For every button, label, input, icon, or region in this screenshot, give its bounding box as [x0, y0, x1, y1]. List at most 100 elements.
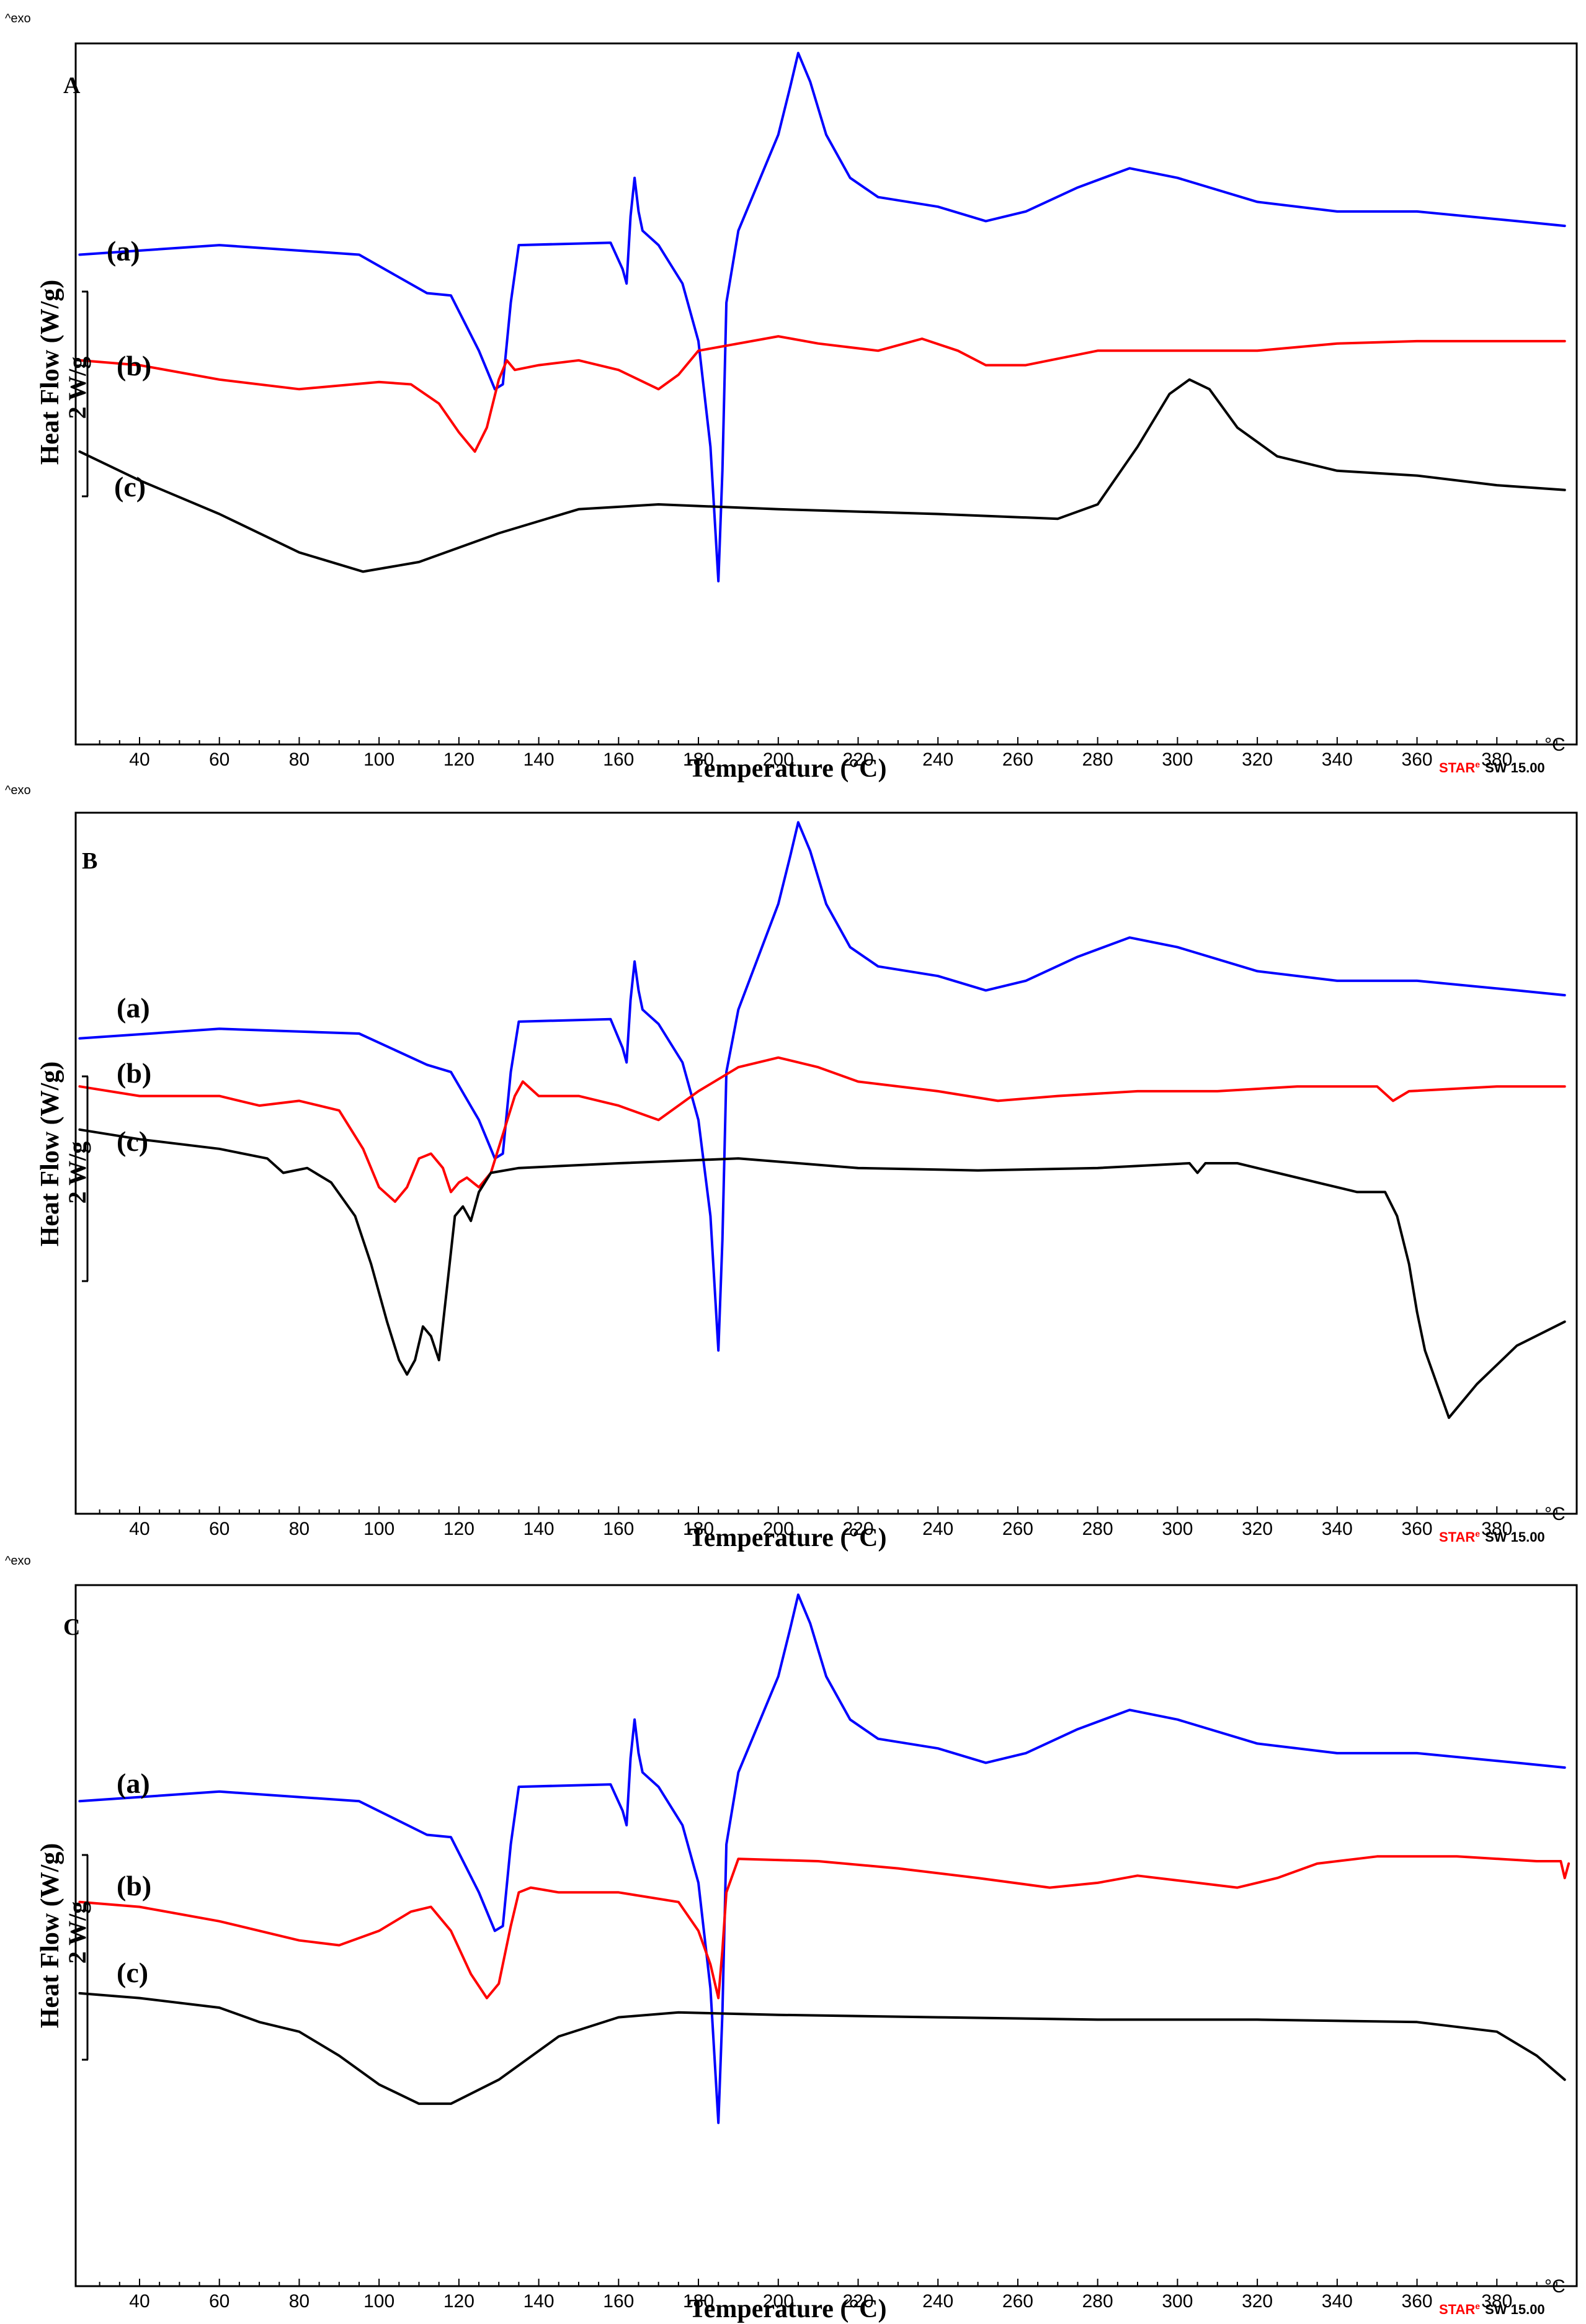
- series-line-c: [78, 1128, 1566, 1419]
- scale-bar: [82, 1075, 89, 1282]
- series-label-b: (b): [117, 350, 151, 382]
- x-tick-label: 180: [683, 749, 714, 770]
- panel-label: A: [63, 73, 81, 99]
- plot-frame: [74, 811, 1578, 1515]
- x-axis-label: Temperature (°C): [689, 1524, 887, 1552]
- x-tick-label: 380: [1481, 2291, 1512, 2312]
- x-tick-label: 160: [603, 2291, 634, 2312]
- x-tick-label: 220: [842, 749, 873, 770]
- x-tick-label: 220: [842, 1519, 873, 1539]
- x-tick-label: 200: [763, 1519, 794, 1539]
- series-label-c: (c): [117, 1125, 148, 1157]
- x-axis-ticks: 40 60 80 100 120 140 160 180 200 220 240 260 280 300 3…: [99, 1506, 1557, 1539]
- x-tick-label: 200: [763, 2291, 794, 2312]
- x-tick-label: 80: [289, 2291, 310, 2312]
- x-tick-label: 360: [1402, 1519, 1433, 1539]
- series-line-b: [78, 335, 1566, 453]
- x-tick-label: 280: [1082, 749, 1113, 770]
- panel-b: ^exo B 40 60 80 100 120 140 160 180 200 220 240 260…: [5, 784, 1578, 1552]
- x-tick-label: 180: [683, 1519, 714, 1539]
- exo-indicator: ^exo: [5, 12, 31, 25]
- x-axis-label: Temperature (°C): [689, 2295, 887, 2323]
- series-label-b: (b): [117, 1057, 151, 1089]
- x-tick-label: 180: [683, 2291, 714, 2312]
- x-tick-label: 320: [1242, 1519, 1273, 1539]
- y-axis-label: Heat Flow (W/g): [36, 1061, 65, 1247]
- plot-frame: [74, 42, 1578, 746]
- x-tick-label: 160: [603, 749, 634, 770]
- x-tick-label: 100: [363, 1519, 394, 1539]
- plot-frame: [74, 1584, 1578, 2287]
- x-tick-label: 40: [129, 1519, 149, 1539]
- x-tick-label: 60: [209, 1519, 229, 1539]
- x-tick-label: 80: [289, 749, 310, 770]
- x-tick-label: 140: [523, 749, 555, 770]
- series-line-a: [78, 51, 1566, 583]
- axis-unit-label: °C: [1544, 735, 1566, 755]
- x-tick-label: 120: [443, 749, 474, 770]
- series-line-a: [78, 1593, 1566, 2124]
- x-tick-label: 340: [1322, 749, 1353, 770]
- series-label-a: (a): [117, 1768, 150, 1799]
- axis-unit-label: °C: [1544, 2276, 1566, 2297]
- x-tick-label: 80: [289, 1519, 310, 1539]
- x-tick-label: 260: [1002, 1519, 1033, 1539]
- x-tick-label: 100: [363, 2291, 394, 2312]
- x-tick-label: 140: [523, 2291, 555, 2312]
- x-tick-label: 320: [1242, 749, 1273, 770]
- exo-indicator: ^exo: [5, 784, 31, 797]
- x-tick-label: 360: [1402, 2291, 1433, 2312]
- x-tick-label: 240: [922, 749, 953, 770]
- series-label-a: (a): [107, 235, 140, 267]
- x-tick-label: 160: [603, 1519, 634, 1539]
- x-axis-ticks: 40 60 80 100 120 140 160 180 200 220 240 260 280 300 3…: [99, 2279, 1557, 2312]
- series-label-b: (b): [117, 1870, 151, 1902]
- x-tick-label: 200: [763, 749, 794, 770]
- series-line-b: [78, 1056, 1566, 1203]
- series-line-a: [78, 821, 1566, 1352]
- panel-c: ^exo C 40 60 80 100 120 140 160 180 200 220 240 260…: [5, 1554, 1578, 2323]
- x-tick-label: 240: [922, 1519, 953, 1539]
- series-line-b: [78, 1855, 1570, 2000]
- series-label-c: (c): [114, 471, 146, 503]
- software-credit: STARe SW 15.00: [1439, 1529, 1545, 1545]
- axis-unit-label: °C: [1544, 1504, 1566, 1524]
- x-tick-label: 360: [1402, 749, 1433, 770]
- x-tick-label: 220: [842, 2291, 873, 2312]
- scale-bar: [82, 1854, 89, 2061]
- data-series: (a) (b) (c): [78, 1593, 1570, 2124]
- x-tick-label: 100: [363, 749, 394, 770]
- x-axis-ticks: 40 60 80 100 120 140 160 180 200 220 240 260 280 300 3…: [99, 737, 1557, 770]
- series-label-c: (c): [117, 1957, 148, 1988]
- y-axis-label: Heat Flow (W/g): [36, 280, 65, 465]
- x-tick-label: 340: [1322, 1519, 1353, 1539]
- x-tick-label: 380: [1481, 749, 1512, 770]
- x-tick-label: 280: [1082, 2291, 1113, 2312]
- x-tick-label: 380: [1481, 1519, 1512, 1539]
- x-tick-label: 120: [443, 2291, 474, 2312]
- panel-label: B: [82, 848, 97, 874]
- scale-bar: [82, 290, 89, 498]
- software-credit: STARe SW 15.00: [1439, 2301, 1545, 2317]
- panel-label: C: [63, 1614, 80, 1640]
- series-line-c: [78, 1991, 1566, 2105]
- x-tick-label: 40: [129, 749, 149, 770]
- x-tick-label: 140: [523, 1519, 555, 1539]
- series-line-c: [78, 378, 1566, 573]
- panel-a: ^exo A 40 60 80 100 120 140 160 180 200 220 240 260…: [5, 12, 1578, 783]
- x-tick-label: 300: [1162, 1519, 1193, 1539]
- x-tick-label: 280: [1082, 1519, 1113, 1539]
- series-label-a: (a): [117, 992, 150, 1024]
- x-tick-label: 340: [1322, 2291, 1353, 2312]
- exo-indicator: ^exo: [5, 1554, 31, 1568]
- x-tick-label: 240: [922, 2291, 953, 2312]
- x-tick-label: 260: [1002, 2291, 1033, 2312]
- data-series: (a) (b) (c): [78, 821, 1566, 1419]
- x-tick-label: 300: [1162, 749, 1193, 770]
- data-series: (a) (b) (c): [78, 51, 1566, 583]
- x-tick-label: 40: [129, 2291, 149, 2312]
- x-tick-label: 60: [209, 749, 229, 770]
- x-tick-label: 320: [1242, 2291, 1273, 2312]
- x-tick-label: 60: [209, 2291, 229, 2312]
